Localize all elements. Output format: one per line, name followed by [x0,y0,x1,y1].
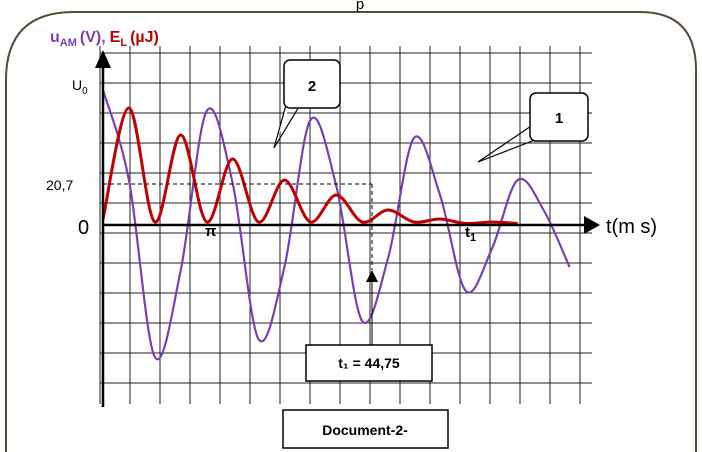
callout-1: 1 [477,92,589,163]
t1-axis-label: t1 [465,224,476,244]
callout-2: 2 [273,59,341,149]
xlabel: t(m s) [606,216,657,238]
series-2-curve [101,106,518,226]
svg-text:t₁ = 44,75: t₁ = 44,75 [338,355,400,371]
pi-label: π [205,223,217,240]
t1-arrow-head [366,270,378,282]
origin-label: 0 [78,217,89,239]
t1-value-box: t₁ = 44,75 [305,344,433,382]
u0-label: U0 [72,77,88,97]
frame-border [5,11,697,452]
ylabel: uAM (V), EL (µJ) [50,29,159,49]
series-1-curve [101,89,571,361]
svg-text:1: 1 [555,110,563,127]
title-fragment: p [356,0,364,13]
svg-text:2: 2 [308,78,316,95]
svg-text:Document-2-: Document-2- [322,422,408,438]
y-axis-arrow [95,50,111,68]
y-marker-label: 20,7 [46,177,73,193]
x-axis-arrow [584,216,600,234]
document-label: Document-2- [282,409,449,449]
